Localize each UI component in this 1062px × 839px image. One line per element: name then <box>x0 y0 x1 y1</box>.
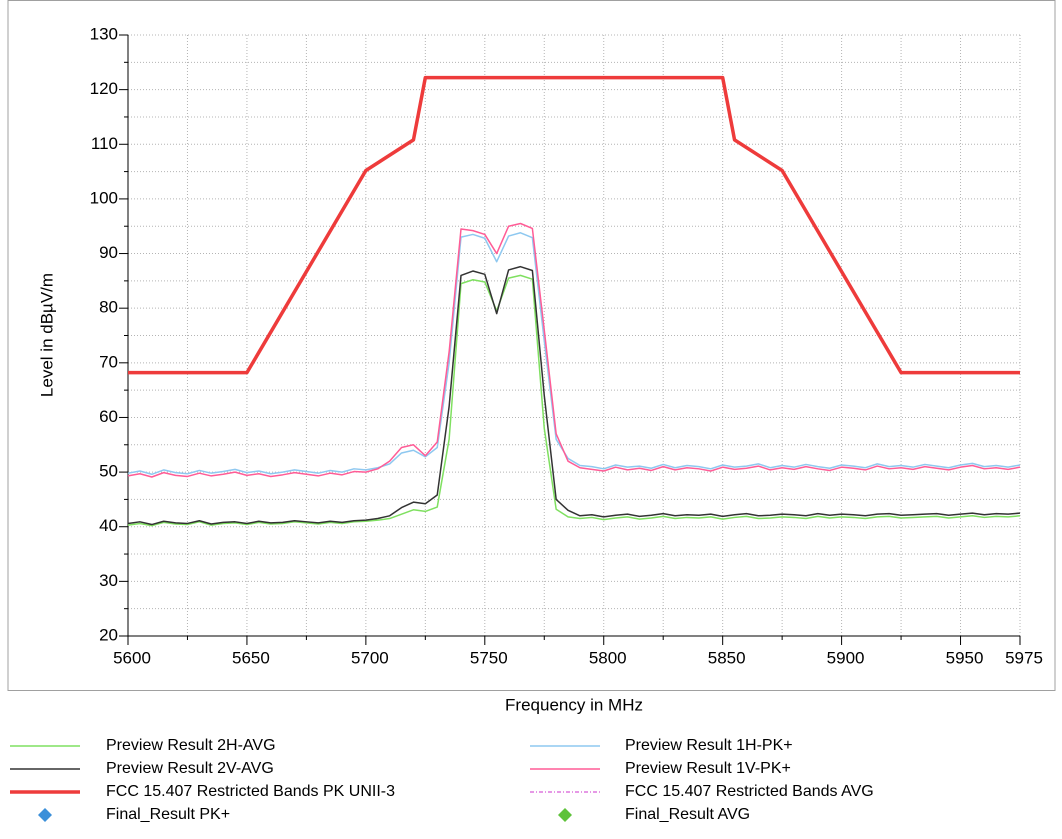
legend-marker <box>38 808 52 822</box>
y-tick-label: 30 <box>99 571 118 590</box>
y-tick-label: 50 <box>99 462 118 481</box>
series-line <box>128 75 1020 375</box>
legend-label: FCC 15.407 Restricted Bands AVG <box>625 783 874 800</box>
y-tick-label: 100 <box>90 188 118 207</box>
y-tick-label: 20 <box>99 625 118 644</box>
x-tick-label: 5800 <box>589 648 627 667</box>
y-tick-label: 80 <box>99 298 118 317</box>
legend-label: Preview Result 1V-PK+ <box>625 760 791 777</box>
series-line <box>127 274 1021 527</box>
chart-frame <box>7 0 1056 691</box>
x-tick-label: 5750 <box>470 648 508 667</box>
y-tick-label: 90 <box>99 243 118 262</box>
legend-label: FCC 15.407 Restricted Bands PK UNII-3 <box>106 783 395 800</box>
y-tick-label: 120 <box>90 79 118 98</box>
x-tick-label: 5650 <box>232 648 270 667</box>
x-axis-title: Frequency in MHz <box>505 695 643 714</box>
y-tick-label: 70 <box>99 352 118 371</box>
x-tick-label: 5950 <box>946 648 984 667</box>
x-tick-label: 5700 <box>351 648 389 667</box>
y-tick-label: 60 <box>99 407 118 426</box>
x-tick-label: 5600 <box>113 648 151 667</box>
legend-marker <box>558 808 572 822</box>
legend-label: Preview Result 1H-PK+ <box>625 737 793 754</box>
x-tick-label: 5850 <box>708 648 746 667</box>
series-line <box>127 222 1021 478</box>
y-axis-title: Level in dBµV/m <box>37 273 56 397</box>
series-line <box>127 232 1021 476</box>
series-line <box>127 265 1021 526</box>
legend-label: Preview Result 2V-AVG <box>106 760 274 777</box>
y-tick-label: 110 <box>91 134 118 153</box>
legend-label: Final_Result PK+ <box>106 806 230 823</box>
x-tick-label: 5900 <box>827 648 865 667</box>
legend-label: Final_Result AVG <box>625 806 750 823</box>
y-tick-label: 40 <box>99 516 118 535</box>
legend-label: Preview Result 2H-AVG <box>106 737 276 754</box>
y-tick-label: 130 <box>90 24 118 43</box>
x-tick-label: 5975 <box>1005 648 1043 667</box>
